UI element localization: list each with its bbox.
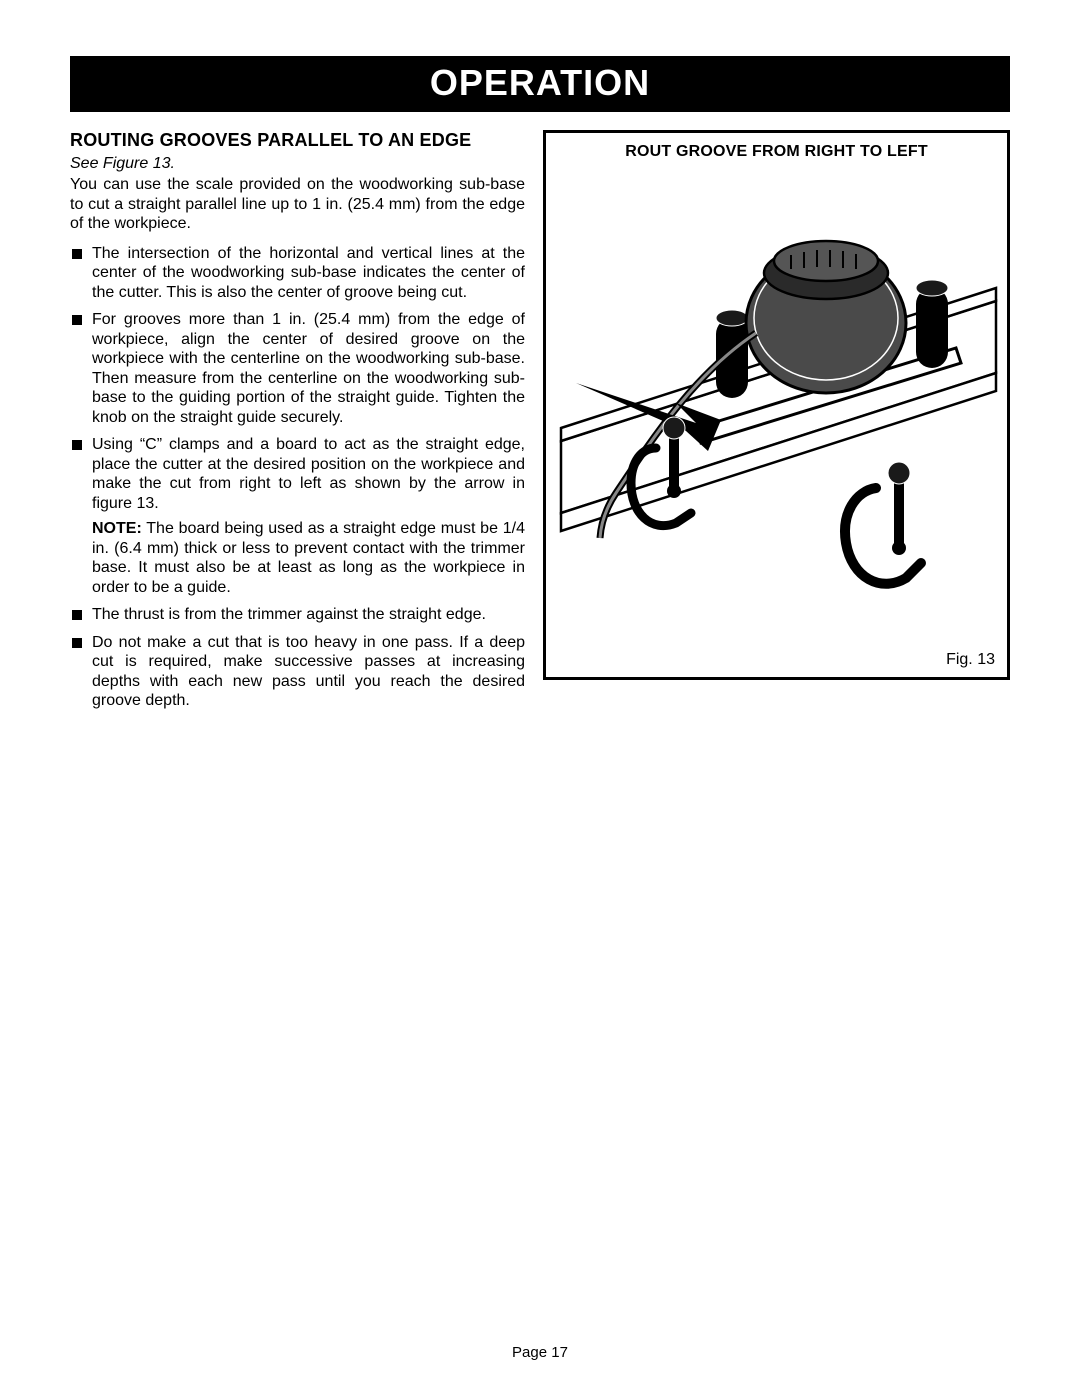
section-banner: OPERATION	[70, 56, 1010, 112]
clamp-upper-screw-cap	[663, 417, 685, 439]
figure-13-box: ROUT GROOVE FROM RIGHT TO LEFT	[543, 130, 1010, 680]
note-paragraph: NOTE: The board being used as a straight…	[92, 519, 525, 597]
text-column: ROUTING GROOVES PARALLEL TO AN EDGE See …	[70, 130, 525, 719]
figure-column: ROUT GROOVE FROM RIGHT TO LEFT	[543, 130, 1010, 719]
list-item: For grooves more than 1 in. (25.4 mm) fr…	[70, 310, 525, 427]
list-item: The thrust is from the trimmer against t…	[70, 605, 525, 625]
bullet-text: Using “C” clamps and a board to act as t…	[92, 436, 525, 512]
bullet-text: The intersection of the horizontal and v…	[92, 245, 525, 301]
knob-right-top	[916, 280, 948, 296]
intro-paragraph: You can use the scale provided on the wo…	[70, 175, 525, 234]
subsection-heading: ROUTING GROOVES PARALLEL TO AN EDGE	[70, 130, 525, 151]
bullet-text: The thrust is from the trimmer against t…	[92, 606, 486, 623]
bullet-text: Do not make a cut that is too heavy in o…	[92, 634, 525, 710]
page: OPERATION ROUTING GROOVES PARALLEL TO AN…	[0, 0, 1080, 719]
figure-caption-top: ROUT GROOVE FROM RIGHT TO LEFT	[546, 143, 1007, 161]
router-illustration	[556, 173, 1000, 663]
clamp-lower-screw-cap	[888, 462, 910, 484]
knob-right	[916, 288, 948, 368]
clamp-lower-screw-foot	[892, 541, 906, 555]
two-column-layout: ROUTING GROOVES PARALLEL TO AN EDGE See …	[70, 130, 1010, 719]
figure-number: Fig. 13	[946, 651, 995, 669]
bullet-list: The intersection of the horizontal and v…	[70, 244, 525, 711]
list-item: Using “C” clamps and a board to act as t…	[70, 435, 525, 597]
list-item: The intersection of the horizontal and v…	[70, 244, 525, 303]
page-number: Page 17	[0, 1344, 1080, 1361]
bullet-text: For grooves more than 1 in. (25.4 mm) fr…	[92, 311, 525, 426]
note-label: NOTE:	[92, 520, 142, 537]
clamp-lower-screw-bar	[894, 475, 904, 543]
clamp-upper-screw-foot	[667, 484, 681, 498]
see-figure-ref: See Figure 13.	[70, 155, 525, 173]
list-item: Do not make a cut that is too heavy in o…	[70, 633, 525, 711]
knob-left-top	[716, 310, 748, 326]
note-text: The board being used as a straight edge …	[92, 520, 525, 596]
c-clamp-lower	[845, 488, 921, 584]
router-top-cap	[774, 241, 878, 281]
